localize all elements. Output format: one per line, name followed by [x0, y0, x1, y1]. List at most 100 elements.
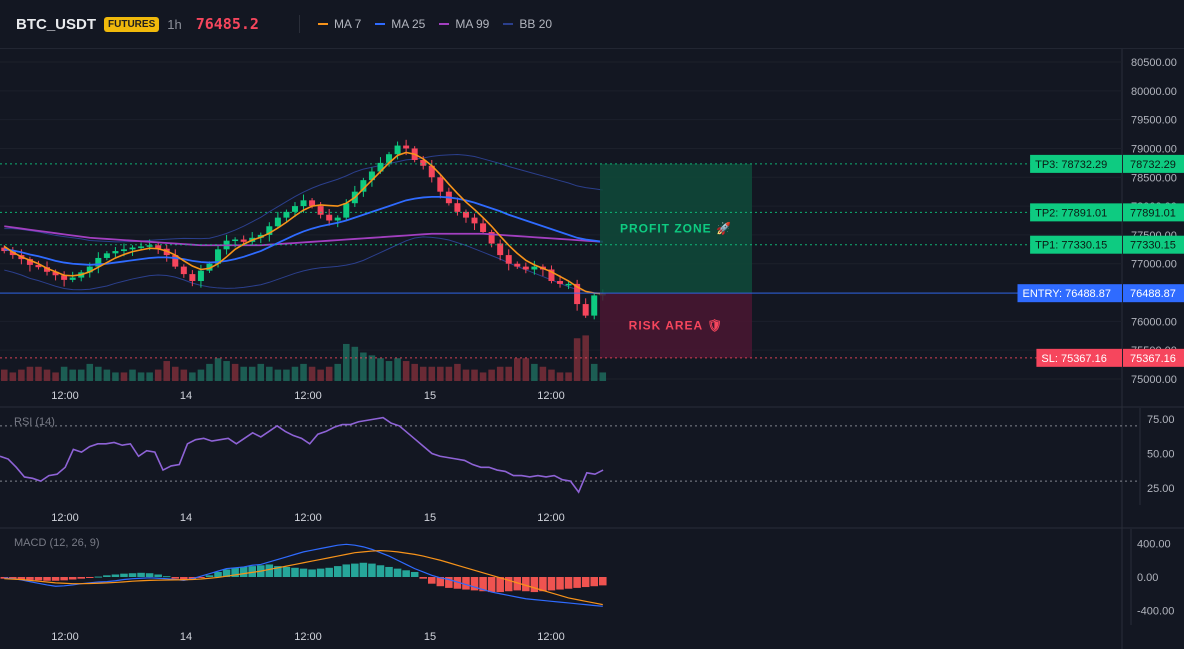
- volume-bar: [43, 369, 51, 381]
- volume-bar: [565, 372, 572, 381]
- price-tick-label: 79500.00: [1131, 115, 1177, 127]
- volume-bar: [248, 366, 256, 381]
- candle-body: [44, 267, 51, 272]
- volume-bar: [419, 366, 427, 381]
- candle-body: [291, 206, 298, 212]
- level-price-label: 77891.01: [1130, 207, 1176, 219]
- macd-histogram-bar: [351, 563, 359, 577]
- time-tick-label: 15: [424, 390, 436, 402]
- macd-histogram-bar: [428, 577, 436, 584]
- macd-histogram-bar: [393, 568, 402, 577]
- macd-histogram-bar: [410, 571, 419, 577]
- macd-histogram-bar: [17, 577, 26, 580]
- macd-histogram-bar: [205, 575, 214, 577]
- volume-bar: [266, 366, 273, 381]
- legend-swatch: [375, 23, 386, 25]
- rsi-pane[interactable]: RSI (14) 75.00 50.00 25.00 12:00 14 12:00 15 12:…: [0, 408, 1175, 524]
- volume-bar: [26, 366, 34, 381]
- volume-bar: [120, 372, 128, 381]
- bb-lower-line: [4, 236, 603, 295]
- level-price-tag: [1123, 154, 1184, 173]
- macd-histogram-bar: [564, 577, 573, 589]
- macd-histogram-bar: [145, 573, 154, 577]
- legend-ma25[interactable]: MA 25: [375, 17, 425, 31]
- candle-body: [26, 259, 33, 265]
- macd-time-tick-label: 12:00: [294, 631, 322, 643]
- macd-histogram-bar: [197, 577, 205, 578]
- volume-bar: [360, 352, 367, 381]
- volume-bar: [18, 369, 25, 381]
- rsi-time-tick-label: 14: [180, 512, 192, 524]
- level-price-tag: [1123, 348, 1184, 367]
- volume-bar: [103, 369, 111, 381]
- volume-bar: [77, 369, 85, 381]
- timeframe-label[interactable]: 1h: [167, 16, 182, 32]
- macd-histogram-bar: [436, 577, 445, 587]
- macd-histogram-bar: [128, 573, 137, 577]
- volume-bar: [240, 366, 247, 381]
- macd-histogram-bar: [120, 573, 128, 577]
- ma7-line: [3, 151, 603, 295]
- risk-area-label: RISK AREA 🛡: [629, 319, 724, 333]
- legend-bb20[interactable]: BB 20: [503, 17, 552, 31]
- level-tag-label: TP1: 77330.15: [1035, 240, 1107, 252]
- symbol-label[interactable]: BTC_USDT: [16, 15, 97, 33]
- candle-body: [155, 245, 162, 249]
- macd-histogram-bar: [376, 565, 385, 577]
- macd-histogram-bar: [470, 577, 479, 591]
- macd-histogram-bar: [385, 566, 393, 577]
- macd-pane[interactable]: MACD (12, 26, 9) 400.00 0.00 -400.00 12:00 14…: [0, 529, 1175, 643]
- legend-ma7[interactable]: MA 7: [317, 17, 361, 31]
- candle-body: [428, 165, 435, 178]
- volume-bar: [300, 363, 307, 381]
- rsi-line: [0, 416, 604, 494]
- volume-bar: [505, 366, 512, 381]
- volume-bar: [402, 361, 410, 381]
- volume-bar: [471, 369, 478, 381]
- macd-time-tick-label: 14: [180, 631, 192, 643]
- volume-bar: [189, 372, 196, 381]
- legend-label: MA 99: [455, 17, 490, 31]
- candle-body: [377, 162, 384, 172]
- rsi-time-tick-label: 15: [424, 512, 436, 524]
- candle-body: [386, 154, 393, 163]
- risk-area: [600, 293, 752, 358]
- macd-histogram-bar: [239, 566, 248, 577]
- macd-tick-label: -400.00: [1137, 606, 1174, 618]
- macd-histogram-bar: [530, 577, 539, 593]
- legend-ma99[interactable]: MA 99: [439, 17, 489, 31]
- macd-histogram-bar: [325, 567, 333, 577]
- candle-body: [52, 271, 59, 276]
- macd-histogram-bar: [51, 577, 60, 581]
- candle-body: [129, 247, 136, 250]
- level-tag: [1030, 154, 1122, 173]
- candle-body: [309, 200, 316, 207]
- volume-bar: [214, 358, 222, 381]
- price-pane[interactable]: 80500.00 80000.00 79500.00 79000.00 78500.00…: [0, 49, 1184, 649]
- candle-body: [471, 217, 478, 224]
- volume-bar: [394, 358, 401, 381]
- rsi-time-tick-label: 12:00: [537, 512, 565, 524]
- level-price-tag: [1123, 203, 1184, 222]
- price-tick-label: 80500.00: [1131, 57, 1177, 69]
- legend-label: BB 20: [519, 17, 553, 31]
- macd-histogram-bar: [299, 568, 308, 577]
- level-price-tag: [1123, 235, 1184, 254]
- volume-bar: [454, 363, 461, 381]
- volume-bar: [223, 361, 230, 381]
- volume-bar: [95, 366, 102, 381]
- legend-label: MA 25: [391, 17, 426, 31]
- candle-body: [343, 203, 350, 218]
- macd-histogram-bar: [445, 577, 453, 588]
- volume-bar: [488, 369, 495, 381]
- bb-upper-line: [4, 154, 603, 243]
- macd-histogram-bar: [9, 577, 17, 580]
- candle-body: [548, 269, 555, 282]
- macd-histogram-bar: [556, 577, 564, 590]
- time-tick-label: 12:00: [537, 390, 565, 402]
- macd-histogram-bar: [180, 577, 188, 581]
- macd-histogram-bar: [43, 577, 51, 581]
- volume-bar: [411, 363, 418, 381]
- macd-histogram-bar: [171, 577, 180, 579]
